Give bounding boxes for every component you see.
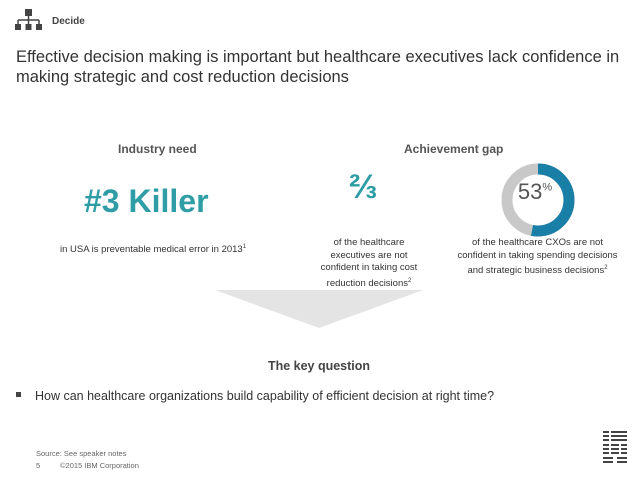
percent-value: 53% — [517, 179, 553, 204]
source-note: Source: See speaker notes — [36, 449, 127, 458]
ibm-logo-icon — [603, 430, 627, 464]
bullet-square-icon — [16, 392, 21, 398]
industry-need-heading: Industry need — [118, 142, 197, 156]
page-number: 5 — [36, 461, 41, 470]
two-thirds-caption: of the healthcare executives are not con… — [320, 237, 418, 289]
donut-arc — [501, 163, 575, 237]
killer-caption: in USA is preventable medical error in 2… — [60, 244, 247, 256]
page-title: Effective decision making is important b… — [16, 48, 620, 86]
achievement-gap-heading: Achievement gap — [404, 142, 504, 156]
key-question-heading: The key question — [267, 359, 371, 373]
chevron-background — [0, 130, 638, 328]
header-label: Decide — [52, 16, 85, 27]
key-question-bullet: How can healthcare organizations build c… — [16, 389, 494, 403]
hierarchy-icon — [15, 9, 42, 30]
killer-headline: #3 Killer — [84, 183, 209, 219]
percent-caption: of the healthcare CXOs are not confident… — [457, 237, 618, 277]
copyright: ©2015 IBM Corporation — [60, 461, 139, 470]
percent-donut — [501, 163, 575, 237]
two-thirds-stat: ⅔ — [349, 168, 378, 206]
